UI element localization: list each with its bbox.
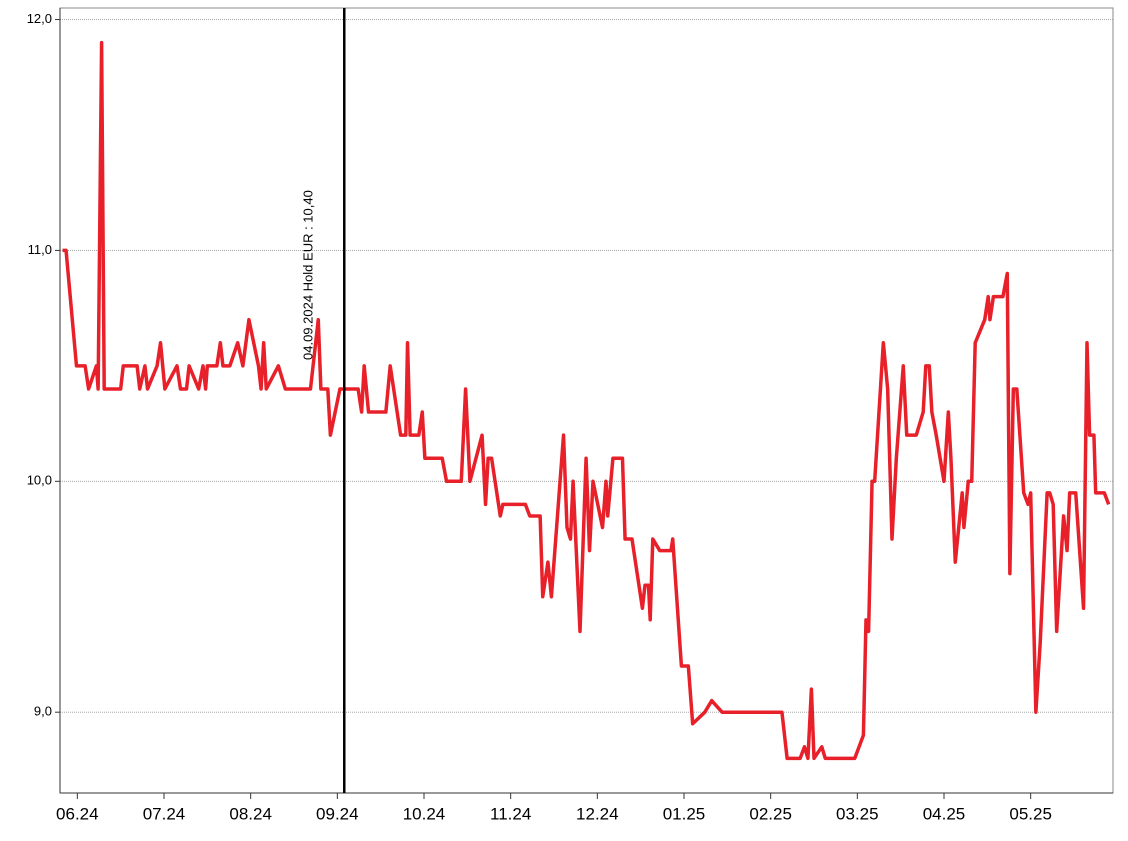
x-tick-label: 10.24	[403, 804, 446, 823]
x-tick-label: 04.25	[923, 804, 966, 823]
x-tick-label: 03.25	[836, 804, 879, 823]
y-tick-label: 11,0	[28, 242, 52, 257]
x-tick-label: 12.24	[576, 804, 619, 823]
x-tick-label: 11.24	[490, 804, 531, 823]
x-tick-label: 09.24	[316, 804, 359, 823]
x-tick-label: 02.25	[749, 804, 792, 823]
y-tick-label: 9,0	[34, 704, 52, 719]
price-line	[62, 40, 1111, 761]
x-tick-label: 07.24	[143, 804, 186, 823]
x-tick-label: 01.25	[663, 804, 706, 823]
x-tick-label: 05.25	[1009, 804, 1052, 823]
plot-area	[59, 7, 1114, 794]
x-tick-label: 06.24	[56, 804, 99, 823]
marker-label: 04.09.2024 Hold EUR : 10,40	[301, 190, 316, 360]
y-tick-label: 12,0	[27, 11, 52, 26]
x-tick-label: 08.24	[229, 804, 272, 823]
y-tick-label: 10,0	[27, 473, 52, 488]
